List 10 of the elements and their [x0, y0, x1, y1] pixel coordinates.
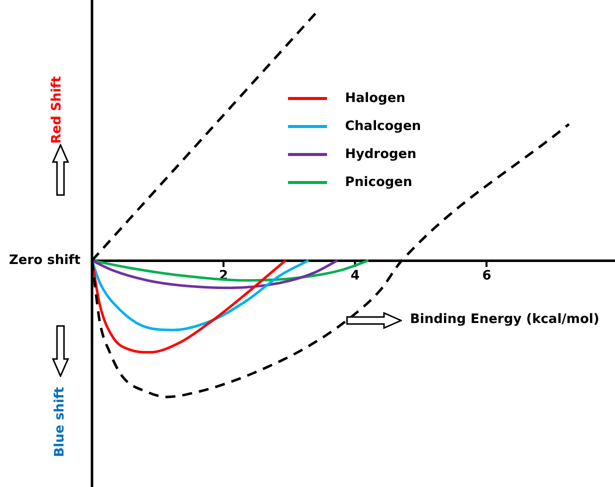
text: Blue shift: [52, 386, 68, 458]
legend-label: Pnicogen: [345, 174, 412, 190]
legend-label: Halogen: [345, 90, 406, 106]
x-tick-label: 6: [482, 268, 492, 284]
text: Red Shift: [50, 76, 64, 144]
text: Zero shift: [9, 253, 80, 268]
x-axis-title: Binding Energy (kcal/mol): [410, 312, 600, 327]
legend-label: Chalcogen: [345, 118, 422, 134]
x-tick-label: 4: [350, 268, 360, 284]
legend-label: Hydrogen: [345, 146, 416, 162]
